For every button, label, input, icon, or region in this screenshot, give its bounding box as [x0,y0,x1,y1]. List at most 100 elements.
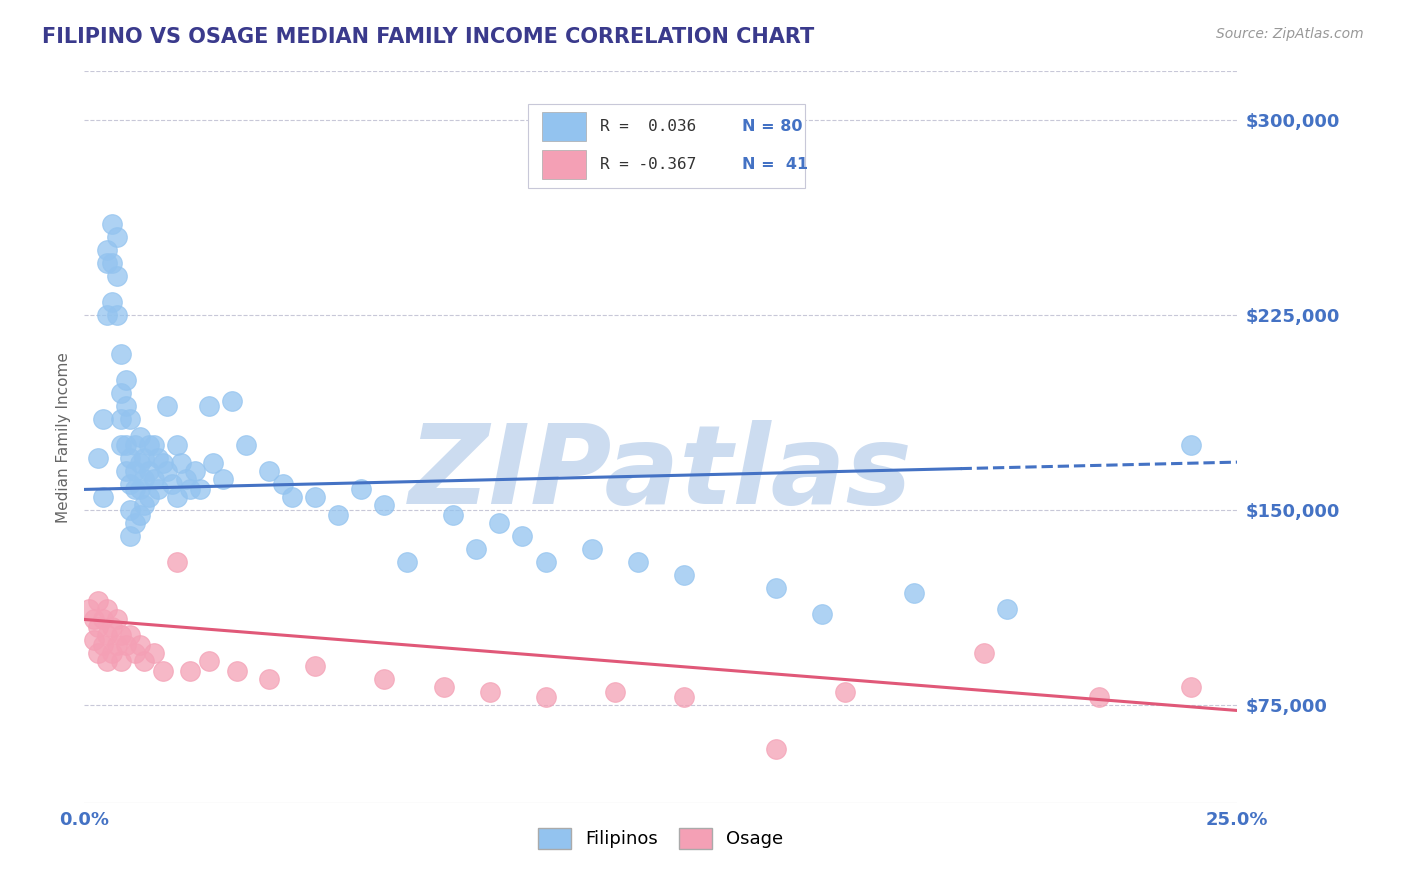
Point [87,594,110,608]
Point [304,659,326,673]
Point [128,483,150,497]
Point [184,464,207,478]
Point [101,646,124,660]
Point [534,555,557,569]
Point [96,243,118,257]
Text: ZIPatlas: ZIPatlas [409,420,912,527]
Point [202,457,225,471]
Point [1180,680,1202,694]
Point [128,457,150,471]
Text: R =  0.036: R = 0.036 [600,119,696,134]
Point [211,472,233,486]
Point [1088,690,1111,705]
Point [160,477,183,491]
Point [373,673,395,687]
Point [110,347,132,361]
Point [115,639,138,653]
Point [146,483,169,497]
Point [973,646,995,660]
FancyBboxPatch shape [543,112,586,141]
Point [83,612,105,626]
Point [672,568,695,582]
Point [281,490,304,504]
Point [128,430,150,444]
Point [115,373,138,387]
Point [96,654,118,668]
Point [77,602,100,616]
Point [105,639,128,653]
Point [156,464,179,478]
Point [903,586,925,600]
Point [672,690,695,705]
Point [91,412,114,426]
Point [124,646,146,660]
Point [110,412,132,426]
Point [96,628,118,642]
Point [101,620,124,634]
Point [134,654,156,668]
Point [142,472,165,486]
Point [179,665,201,679]
Point [221,394,243,409]
Point [271,477,294,491]
Point [120,503,142,517]
Point [179,483,201,497]
Point [166,555,188,569]
Point [120,628,142,642]
Point [146,451,169,466]
Text: N = 80: N = 80 [741,119,801,134]
Point [96,602,118,616]
Point [433,680,456,694]
Point [115,438,138,452]
Point [326,508,349,523]
Point [120,451,142,466]
Point [91,612,114,626]
Point [512,529,534,543]
Point [198,399,221,413]
Point [124,483,146,497]
Text: N =  41: N = 41 [741,157,807,172]
Point [765,742,787,756]
Point [198,654,221,668]
Point [1180,438,1202,452]
Point [128,639,150,653]
Point [115,464,138,478]
Point [134,451,156,466]
Point [120,477,142,491]
Point [152,457,174,471]
Point [110,438,132,452]
Point [105,308,128,322]
Point [441,508,464,523]
Point [105,269,128,284]
Point [488,516,510,531]
Point [174,472,197,486]
Point [120,412,142,426]
Point [304,490,326,504]
Point [101,217,124,231]
Point [110,654,132,668]
Point [134,472,156,486]
Point [166,438,188,452]
Point [350,483,373,497]
Point [96,308,118,322]
Point [124,438,146,452]
Point [87,646,110,660]
Point [91,490,114,504]
Point [152,665,174,679]
Point [166,490,188,504]
Point [105,612,128,626]
Point [142,646,165,660]
Point [765,581,787,595]
Point [170,457,193,471]
Text: R = -0.367: R = -0.367 [600,157,696,172]
Point [811,607,834,622]
Point [96,256,118,270]
FancyBboxPatch shape [543,150,586,179]
Point [91,639,114,653]
Point [105,230,128,244]
Point [188,483,211,497]
Point [134,498,156,512]
Point [995,602,1018,616]
Point [396,555,419,569]
Text: FILIPINO VS OSAGE MEDIAN FAMILY INCOME CORRELATION CHART: FILIPINO VS OSAGE MEDIAN FAMILY INCOME C… [42,27,814,46]
